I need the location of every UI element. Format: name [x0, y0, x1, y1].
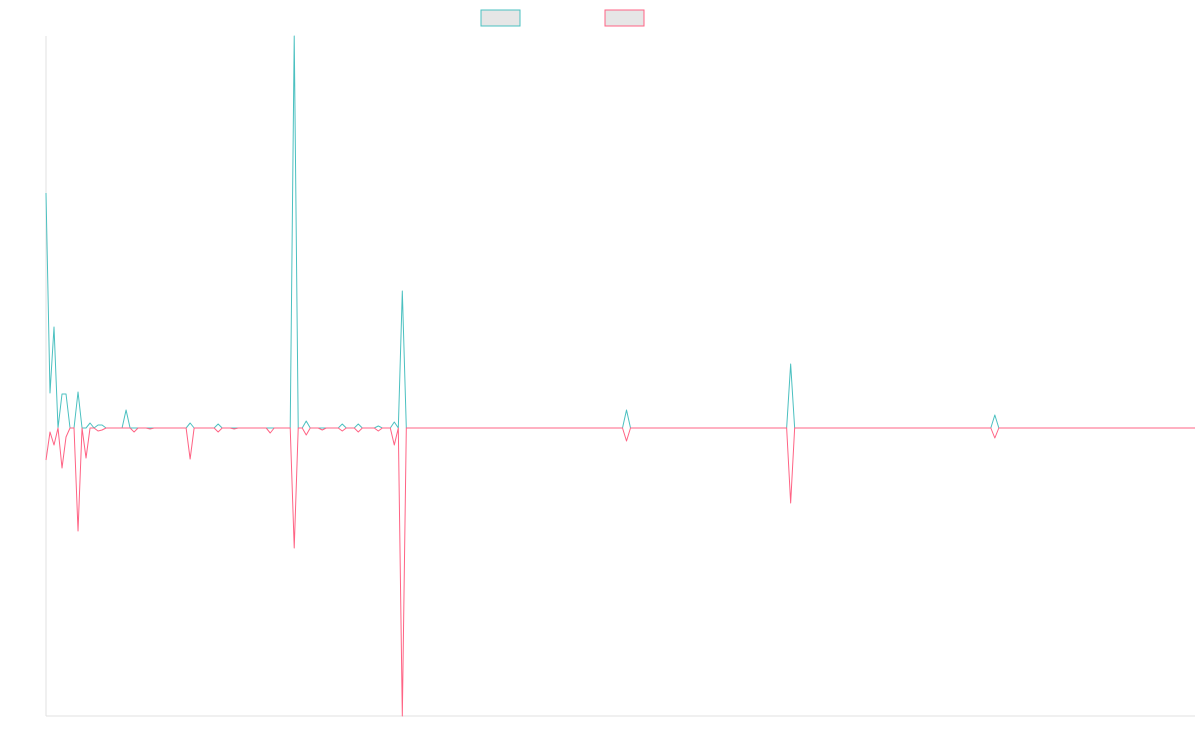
legend-swatch: [604, 9, 645, 27]
data-line: [45, 35, 1195, 429]
legend-swatch: [480, 9, 521, 27]
data-line: [45, 427, 1195, 717]
